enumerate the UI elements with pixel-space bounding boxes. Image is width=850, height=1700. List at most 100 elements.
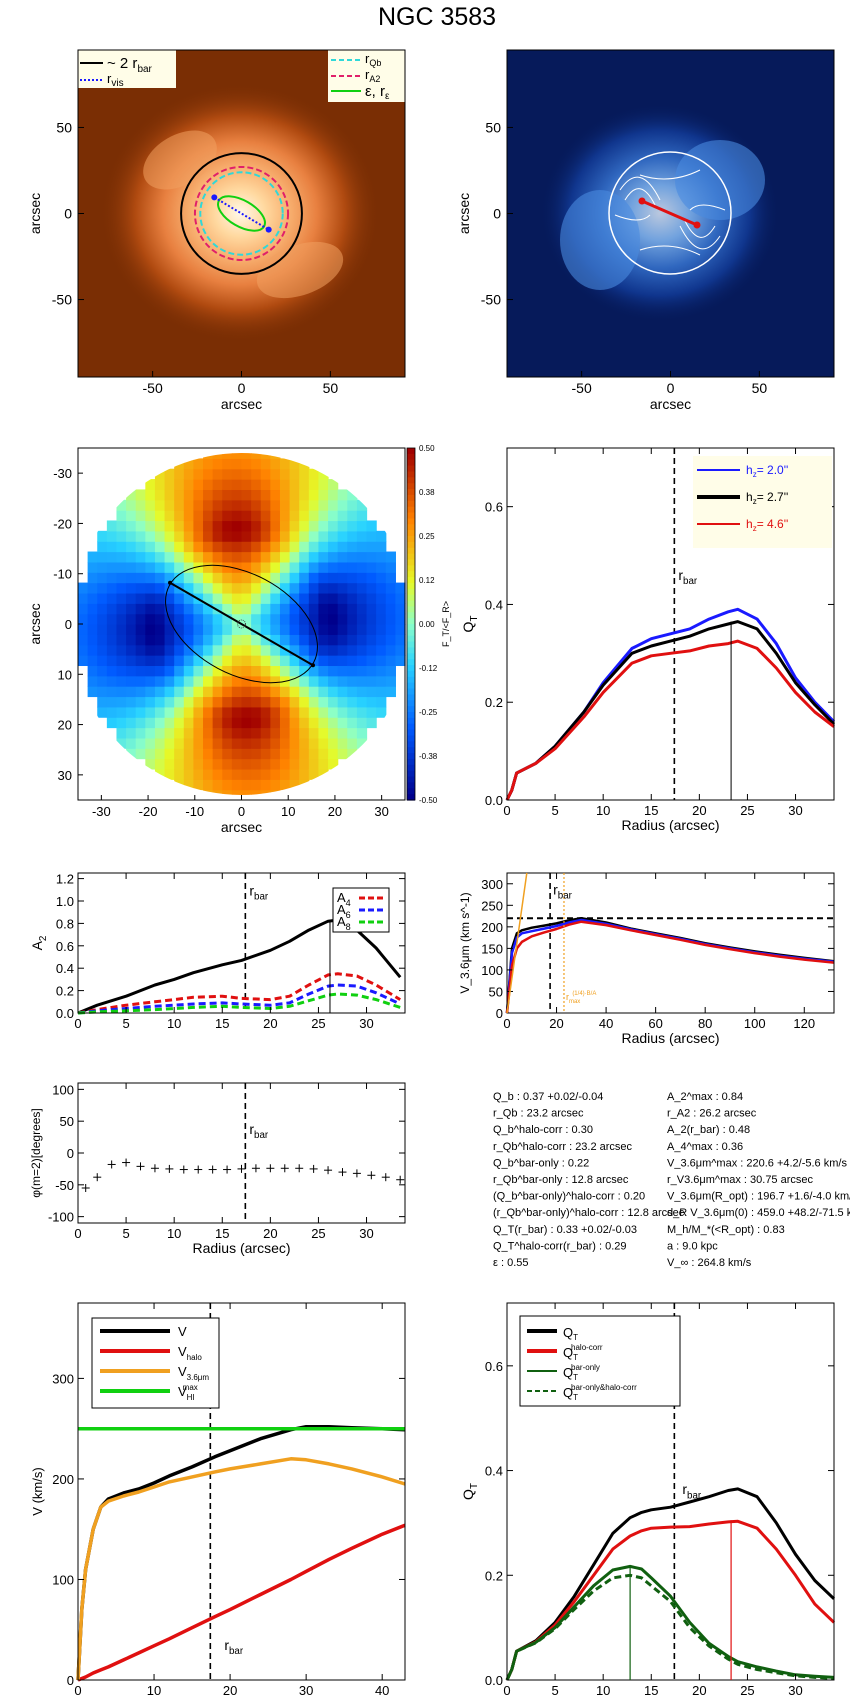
series-line-2 xyxy=(505,639,835,801)
map-cell xyxy=(212,613,223,625)
slope-line xyxy=(506,872,528,1014)
map-cell xyxy=(337,665,348,677)
map-cell xyxy=(385,572,396,584)
map-cell xyxy=(222,768,233,780)
panel-rotation-curve: 0 10 20 30 40 0 100 200 300 Radius (arcsec) rbar V … xyxy=(30,1302,406,1700)
map-cell xyxy=(299,520,310,532)
map-cell xyxy=(193,479,204,491)
map-cell xyxy=(203,582,214,594)
map-cell xyxy=(87,603,98,615)
map-cell xyxy=(154,624,166,635)
map-cell xyxy=(270,779,281,791)
map-cell xyxy=(222,453,233,459)
map-cell xyxy=(270,499,281,511)
map-cell xyxy=(126,520,137,532)
y-tick-label: 0.6 xyxy=(485,500,503,515)
map-cell xyxy=(212,768,223,780)
map-cell xyxy=(222,634,233,646)
x-tick-label: 20 xyxy=(328,804,342,819)
map-cell xyxy=(251,551,262,563)
map-cell xyxy=(135,748,146,760)
map-cell xyxy=(154,706,166,718)
bar-line xyxy=(169,581,314,667)
map-cell xyxy=(328,572,339,584)
map-cell xyxy=(145,499,156,511)
map-cell xyxy=(164,624,175,635)
panel-galaxy-image: ~ 2 rbar rvis rQb rA2 ε, rε -50 0 50500-50… xyxy=(27,49,406,412)
legend-label-sub: z xyxy=(753,470,757,479)
legend-label-main: h xyxy=(746,517,753,531)
parameter-right: A_2^max : 0.84 xyxy=(667,1091,743,1103)
map-cell xyxy=(145,665,156,677)
map-cell xyxy=(279,655,291,667)
map-cell xyxy=(203,453,214,459)
map-cell xyxy=(308,748,320,760)
legend-label: A6 xyxy=(337,902,351,920)
colorbar-cell xyxy=(407,770,415,778)
series-line-2 xyxy=(77,983,401,1015)
x-tick-label: 50 xyxy=(752,380,768,396)
map-cell xyxy=(260,665,271,677)
colorbar-cell xyxy=(407,483,415,490)
map-cell xyxy=(356,520,368,532)
map-cell xyxy=(193,468,204,480)
map-cell xyxy=(97,530,108,542)
map-cell xyxy=(356,644,368,656)
map-cell xyxy=(376,561,387,573)
map-cell xyxy=(270,572,281,584)
map-cell xyxy=(289,758,300,770)
map-cell xyxy=(164,727,175,739)
map-cell xyxy=(279,748,291,760)
map-cell xyxy=(193,717,204,729)
rbar-label-main: r xyxy=(249,882,254,898)
map-cell xyxy=(260,768,271,780)
map-cell xyxy=(87,644,98,656)
map-cell xyxy=(106,696,118,708)
map-cell xyxy=(260,696,271,708)
map-cell xyxy=(97,665,108,677)
map-cell xyxy=(376,665,387,677)
map-cell xyxy=(231,603,243,615)
map-cell xyxy=(203,499,214,511)
map-cell xyxy=(145,603,156,615)
map-cell xyxy=(289,551,300,563)
map-cell xyxy=(251,717,262,729)
legend-label-main: h xyxy=(746,463,753,477)
map-cell xyxy=(203,479,214,491)
map-cell xyxy=(231,479,243,491)
map-cell xyxy=(251,458,262,470)
map-cell xyxy=(154,499,166,511)
map-cell xyxy=(193,655,204,667)
map-cell xyxy=(299,717,310,729)
map-cell xyxy=(154,634,166,646)
y-tick-label: -50 xyxy=(55,1178,74,1193)
radius-circle xyxy=(199,171,284,256)
map-cell xyxy=(270,453,281,459)
residual-bar-end-1 xyxy=(638,197,646,205)
map-cell xyxy=(164,561,175,573)
legend-label-sub: T xyxy=(573,1353,578,1362)
map-cell xyxy=(337,603,348,615)
map-cell xyxy=(260,655,271,667)
map-cell xyxy=(78,592,89,604)
map-cell xyxy=(299,634,310,646)
map-cell xyxy=(347,727,358,739)
map-cell xyxy=(145,541,156,553)
map-cell xyxy=(154,737,166,749)
map-cell xyxy=(241,458,252,470)
colorbar-cell xyxy=(407,688,415,695)
map-cell xyxy=(318,603,329,615)
map-cell xyxy=(231,489,243,501)
map-cell xyxy=(183,561,195,573)
map-cell xyxy=(183,572,195,584)
center-marker xyxy=(237,619,246,629)
rmax-label: rmax (1/4)·B/A xyxy=(566,991,596,1005)
map-cell xyxy=(231,727,243,739)
map-cell xyxy=(279,561,291,573)
map-cell xyxy=(279,603,291,615)
map-cell xyxy=(222,489,233,501)
map-cell xyxy=(308,572,320,584)
map-cell xyxy=(145,727,156,739)
